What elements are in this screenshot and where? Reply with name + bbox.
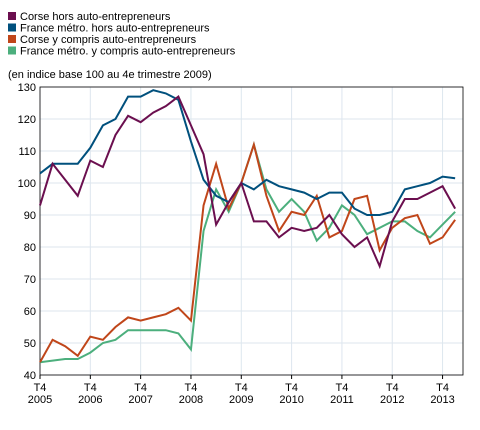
x-tick-label: T4 2005: [28, 382, 52, 406]
legend-swatch: [8, 23, 16, 32]
x-tick-label: T4 2008: [179, 382, 203, 406]
y-tick-label: 110: [18, 146, 36, 158]
x-tick-label: T4 2012: [380, 382, 404, 406]
x-tick-label: T4 2006: [78, 382, 102, 406]
x-tick-label: T4 2009: [229, 382, 253, 406]
y-tick-label: 60: [24, 306, 36, 318]
x-tick-label: T4 2013: [430, 382, 454, 406]
x-tick-label: T4 2010: [279, 382, 303, 406]
chart-subtitle: (en indice base 100 au 4e trimestre 2009…: [8, 69, 212, 81]
y-tick-label: 70: [24, 274, 36, 286]
legend-swatch: [8, 46, 16, 55]
y-tick-label: 40: [24, 370, 36, 382]
series-line: [39, 89, 456, 216]
series-line: [39, 140, 456, 363]
x-tick-label: T4 2011: [330, 382, 354, 406]
legend-label: France métro. y compris auto-entrepreneu…: [20, 46, 236, 58]
y-tick-label: 120: [18, 114, 36, 126]
plot-frame: [39, 86, 464, 376]
y-tick-label: 90: [24, 210, 36, 222]
y-tick-label: 80: [24, 242, 36, 254]
y-tick-label: 130: [18, 82, 36, 94]
legend-swatch: [8, 12, 16, 20]
series-line: [39, 141, 456, 364]
series-line: [39, 95, 457, 270]
y-tick-label: 50: [24, 338, 36, 350]
legend-swatch: [8, 35, 16, 43]
y-tick-label: 100: [18, 178, 36, 190]
x-tick-label: T4 2007: [128, 382, 152, 406]
legend-label: Corse y compris auto-entrepreneurs: [20, 34, 197, 46]
legend-label: France métro. hors auto-entrepreneurs: [20, 23, 210, 35]
legend-label: Corse hors auto-entrepreneurs: [20, 11, 171, 23]
